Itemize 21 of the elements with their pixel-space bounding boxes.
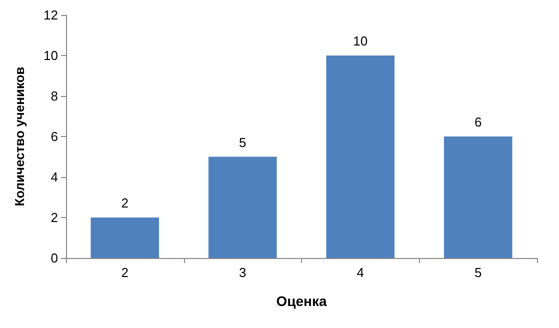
y-tick-label: 2 — [50, 210, 58, 225]
data-label: 5 — [239, 134, 246, 150]
x-tick-label: 5 — [474, 265, 482, 280]
x-tick-label: 4 — [356, 265, 364, 280]
data-label: 6 — [474, 114, 482, 130]
y-axis-title: Количество учеников — [12, 66, 27, 206]
bar — [90, 218, 160, 258]
y-tick-label: 0 — [50, 250, 58, 266]
x-tick-label: 2 — [121, 265, 128, 280]
y-tick-label: 6 — [50, 129, 58, 144]
bar — [444, 136, 512, 258]
y-tick-label: 8 — [50, 88, 58, 104]
bar — [208, 156, 277, 258]
data-label: 10 — [353, 34, 368, 48]
data-label: 2 — [121, 196, 128, 210]
y-tick-label: 4 — [50, 170, 58, 184]
bar — [326, 56, 395, 258]
x-tick-label: 3 — [239, 265, 246, 280]
x-axis-title: Оценка — [276, 293, 327, 309]
y-tick-label: 10 — [44, 48, 58, 63]
y-tick-label: 12 — [44, 8, 58, 22]
